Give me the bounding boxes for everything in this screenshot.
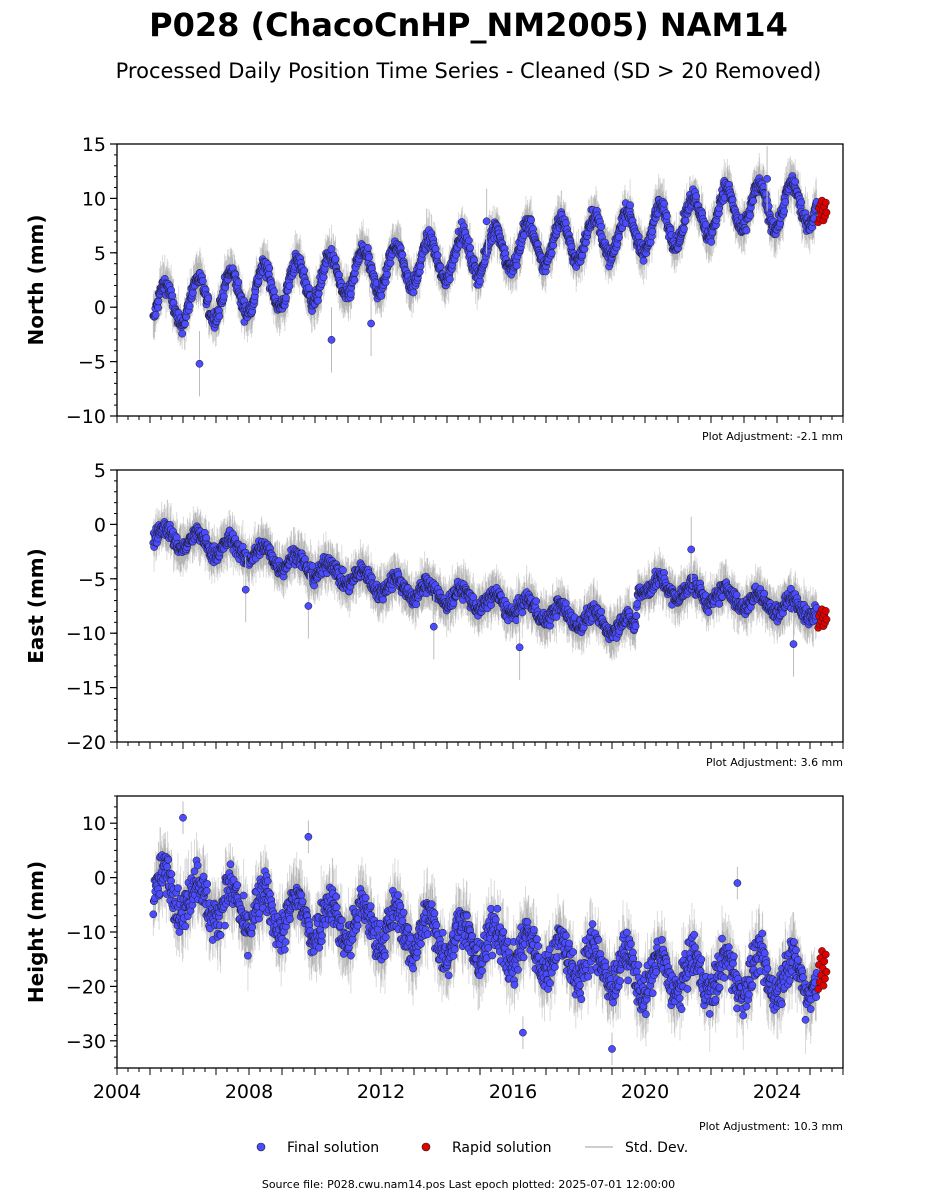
final-point <box>433 251 442 260</box>
final-point <box>215 312 224 321</box>
final-point <box>181 320 189 328</box>
final-point <box>270 287 278 296</box>
final-point <box>680 225 688 233</box>
y-tick-label: −5 <box>78 352 106 374</box>
rapid-point <box>822 208 831 217</box>
x-axis-north <box>116 416 844 423</box>
final-point <box>168 291 177 300</box>
final-point <box>780 207 788 216</box>
final-point <box>791 177 800 186</box>
final-point <box>151 310 160 319</box>
final-point <box>797 198 806 207</box>
final-point <box>512 261 521 270</box>
stddev-bars-east <box>152 499 818 661</box>
plot-adjustment-note: Plot Adjustment: -2.1 mm <box>702 430 843 443</box>
final-point <box>746 211 754 220</box>
y-tick-label: 15 <box>82 134 106 156</box>
y-axis-north: −10 −5 0 5 10 15 <box>66 134 117 428</box>
rapid-points-north <box>814 196 831 227</box>
final-point <box>597 222 606 231</box>
final-point <box>681 216 690 225</box>
final-point <box>364 244 372 252</box>
final-point <box>663 212 671 220</box>
rapid-point <box>821 198 830 207</box>
final-point <box>300 266 309 275</box>
plot-area-east <box>149 499 831 680</box>
final-point <box>198 277 207 285</box>
final-point <box>692 192 701 201</box>
final-point <box>327 245 336 253</box>
final-point <box>749 197 758 205</box>
final-point <box>527 216 535 224</box>
final-point <box>347 290 355 298</box>
final-point <box>285 282 294 290</box>
panels-group: −10 −5 0 5 10 15 North (mm) Plot Adjustment: -2… <box>24 134 844 1133</box>
figure-subtitle: Processed Daily Position Time Series - C… <box>116 59 822 83</box>
final-point <box>466 243 474 252</box>
final-point <box>154 297 163 306</box>
final-point <box>446 275 454 284</box>
final-point <box>234 278 243 287</box>
final-point <box>547 249 556 258</box>
final-point <box>615 233 623 242</box>
final-point <box>416 262 425 271</box>
final-point <box>204 294 213 303</box>
plot-area-north <box>149 146 831 397</box>
final-point <box>660 199 668 208</box>
final-point <box>305 283 313 292</box>
figure-title: P028 (ChacoCnHP_NM2005) NAM14 <box>149 6 788 44</box>
final-point-outlier <box>367 319 375 328</box>
final-point <box>219 292 228 301</box>
final-point <box>764 202 773 211</box>
final-point <box>436 262 445 271</box>
final-point <box>781 198 790 206</box>
final-point <box>639 256 648 265</box>
final-point-outlier <box>327 335 336 344</box>
final-point-outlier <box>763 174 771 183</box>
y-tick-label: 5 <box>94 243 106 265</box>
panel-north: −10 −5 0 5 10 15 North (mm) Plot Adjustment: -2… <box>24 134 844 443</box>
final-point <box>314 296 322 305</box>
final-point <box>331 255 340 263</box>
final-point <box>365 253 373 262</box>
final-point <box>465 236 473 245</box>
final-point <box>398 250 407 259</box>
final-point <box>431 245 440 253</box>
final-point <box>409 288 418 297</box>
y-tick-label: 10 <box>82 188 106 210</box>
final-point <box>319 273 328 282</box>
final-point <box>185 302 194 310</box>
final-point <box>377 291 386 300</box>
final-point <box>742 226 751 235</box>
final-point <box>707 238 716 246</box>
final-point <box>648 227 657 236</box>
final-point <box>562 219 570 227</box>
final-point-outlier <box>195 359 204 368</box>
final-point-outlier <box>482 217 491 226</box>
y-axis-label: North (mm) <box>24 214 48 345</box>
final-point <box>178 329 187 338</box>
final-point <box>265 264 274 272</box>
y-tick-label: −10 <box>66 406 106 428</box>
final-point <box>350 276 359 284</box>
final-points-north <box>149 146 821 397</box>
final-point <box>282 293 290 302</box>
final-point <box>626 201 634 210</box>
y-tick-label: 0 <box>94 297 106 319</box>
